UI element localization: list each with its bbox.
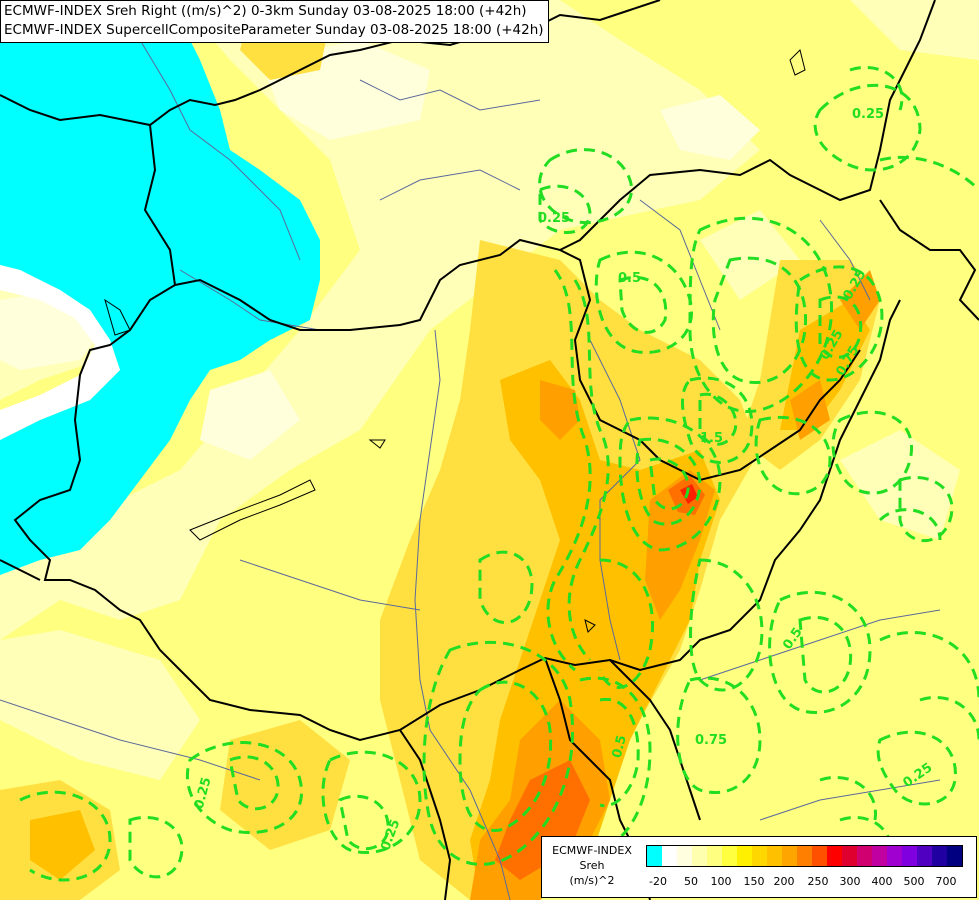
legend-tick-labels: -20 50 100 150 200 250 300 400 500 700: [646, 875, 976, 889]
extreme-helicity-core: [680, 484, 698, 504]
legend-title: ECMWF-INDEX Sreh (m/s)^2: [544, 843, 640, 888]
contour-label: 0.75: [695, 733, 727, 748]
legend-tick-label: 300: [839, 875, 861, 888]
legend-swatch: [842, 846, 857, 866]
legend-swatch: [752, 846, 767, 866]
legend-tick-label: 50: [684, 875, 698, 888]
legend-tick-label: 250: [807, 875, 829, 888]
legend-swatch: [647, 846, 662, 866]
legend-swatch: [902, 846, 917, 866]
map-title-line-1: ECMWF-INDEX Sreh Right ((m/s)^2) 0-3km S…: [4, 3, 527, 19]
legend-tick-label: 700: [935, 875, 957, 888]
legend-tick-label: -20: [649, 875, 667, 888]
legend-swatch: [677, 846, 692, 866]
contour-label: 0.25: [852, 107, 884, 122]
legend-title-line-1: ECMWF-INDEX: [552, 844, 632, 857]
contour-label: 0.5: [618, 271, 641, 286]
near-zero-area: [0, 265, 120, 440]
legend-swatch: [887, 846, 902, 866]
legend-swatch: [707, 846, 722, 866]
legend-swatch: [737, 846, 752, 866]
legend-swatch: [917, 846, 932, 866]
legend-swatch: [857, 846, 872, 866]
legend-swatch: [767, 846, 782, 866]
legend-tick-label: 200: [773, 875, 795, 888]
map-title-box: ECMWF-INDEX Sreh Right ((m/s)^2) 0-3km S…: [0, 0, 549, 43]
contour-label: 0.5: [610, 734, 630, 760]
regional-borders: [104, 49, 806, 633]
legend-tick-label: 100: [710, 875, 732, 888]
color-legend: ECMWF-INDEX Sreh (m/s)^2 -20 50 100 150 200 2…: [541, 836, 977, 898]
legend-swatch: [722, 846, 737, 866]
legend-swatch: [872, 846, 887, 866]
legend-tick-label: 500: [903, 875, 925, 888]
legend-title-line-2: Sreh: [579, 859, 605, 872]
legend-tick-label: 400: [871, 875, 893, 888]
negative-helicity-area: [0, 0, 320, 575]
legend-swatch: [662, 846, 677, 866]
legend-swatch: [812, 846, 827, 866]
contour-label: 1.5: [700, 431, 723, 446]
legend-swatch: [692, 846, 707, 866]
contour-label: 0.25: [538, 211, 570, 226]
legend-swatch: [782, 846, 797, 866]
map-title-line-2: ECMWF-INDEX SupercellCompositeParameter …: [4, 22, 544, 38]
legend-swatch: [947, 846, 962, 866]
legend-swatch: [932, 846, 947, 866]
legend-title-line-3: (m/s)^2: [569, 874, 615, 887]
scp-contours: [19, 65, 979, 882]
legend-swatch: [827, 846, 842, 866]
legend-swatch: [797, 846, 812, 866]
legend-color-scale: [646, 845, 963, 867]
legend-tick-label: 150: [743, 875, 765, 888]
